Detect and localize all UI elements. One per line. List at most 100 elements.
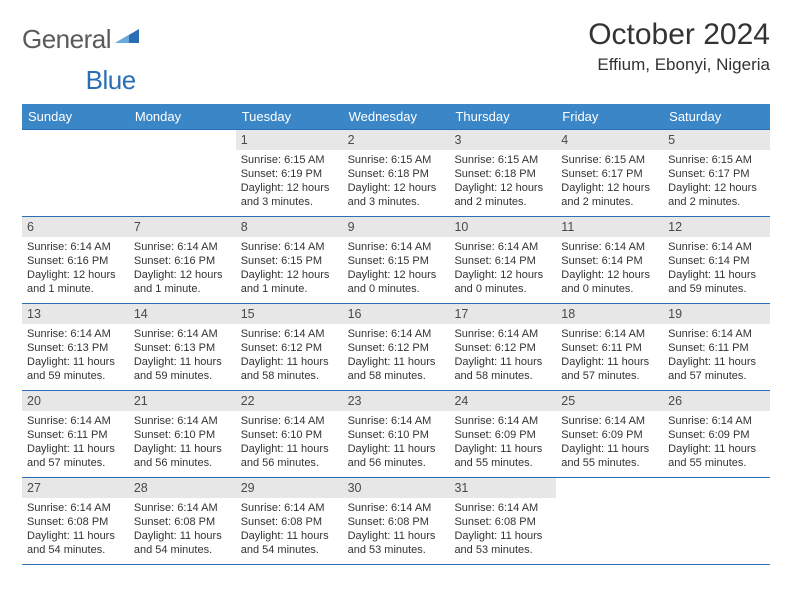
daylight-line: Daylight: 11 hours and 55 minutes. (561, 442, 658, 470)
daylight-line: Daylight: 11 hours and 56 minutes. (348, 442, 445, 470)
day-body: Sunrise: 6:14 AMSunset: 6:09 PMDaylight:… (556, 411, 663, 473)
sunrise-line: Sunrise: 6:14 AM (454, 327, 551, 341)
sunset-line: Sunset: 6:17 PM (561, 167, 658, 181)
day-number: 3 (449, 130, 556, 150)
day-number: 6 (22, 217, 129, 237)
sunset-line: Sunset: 6:14 PM (454, 254, 551, 268)
day-number: 22 (236, 391, 343, 411)
week-row: 13Sunrise: 6:14 AMSunset: 6:13 PMDayligh… (22, 303, 770, 390)
day-cell: 20Sunrise: 6:14 AMSunset: 6:11 PMDayligh… (22, 391, 129, 477)
day-body: Sunrise: 6:14 AMSunset: 6:16 PMDaylight:… (129, 237, 236, 299)
week-row: 27Sunrise: 6:14 AMSunset: 6:08 PMDayligh… (22, 477, 770, 565)
day-number: 11 (556, 217, 663, 237)
day-body: Sunrise: 6:15 AMSunset: 6:17 PMDaylight:… (556, 150, 663, 212)
sunrise-line: Sunrise: 6:14 AM (454, 240, 551, 254)
day-body: Sunrise: 6:15 AMSunset: 6:18 PMDaylight:… (343, 150, 450, 212)
daylight-line: Daylight: 11 hours and 54 minutes. (134, 529, 231, 557)
sunset-line: Sunset: 6:10 PM (241, 428, 338, 442)
sunset-line: Sunset: 6:11 PM (561, 341, 658, 355)
sunrise-line: Sunrise: 6:14 AM (27, 414, 124, 428)
day-number: 29 (236, 478, 343, 498)
sunset-line: Sunset: 6:18 PM (454, 167, 551, 181)
day-cell: 8Sunrise: 6:14 AMSunset: 6:15 PMDaylight… (236, 217, 343, 303)
sunrise-line: Sunrise: 6:15 AM (348, 153, 445, 167)
day-number: 21 (129, 391, 236, 411)
sunrise-line: Sunrise: 6:14 AM (668, 327, 765, 341)
day-cell: 5Sunrise: 6:15 AMSunset: 6:17 PMDaylight… (663, 130, 770, 216)
day-cell: 24Sunrise: 6:14 AMSunset: 6:09 PMDayligh… (449, 391, 556, 477)
daylight-line: Daylight: 11 hours and 54 minutes. (27, 529, 124, 557)
daylight-line: Daylight: 11 hours and 53 minutes. (348, 529, 445, 557)
sunrise-line: Sunrise: 6:14 AM (668, 414, 765, 428)
day-body: Sunrise: 6:14 AMSunset: 6:11 PMDaylight:… (663, 324, 770, 386)
day-number: 2 (343, 130, 450, 150)
day-body: Sunrise: 6:14 AMSunset: 6:09 PMDaylight:… (449, 411, 556, 473)
day-cell: 23Sunrise: 6:14 AMSunset: 6:10 PMDayligh… (343, 391, 450, 477)
day-number: 5 (663, 130, 770, 150)
daylight-line: Daylight: 11 hours and 58 minutes. (348, 355, 445, 383)
day-body: Sunrise: 6:15 AMSunset: 6:19 PMDaylight:… (236, 150, 343, 212)
day-body: Sunrise: 6:14 AMSunset: 6:10 PMDaylight:… (129, 411, 236, 473)
day-body: Sunrise: 6:14 AMSunset: 6:15 PMDaylight:… (236, 237, 343, 299)
day-number: 8 (236, 217, 343, 237)
dow-cell: Tuesday (236, 104, 343, 129)
sunset-line: Sunset: 6:10 PM (134, 428, 231, 442)
day-body: Sunrise: 6:14 AMSunset: 6:08 PMDaylight:… (236, 498, 343, 560)
sunrise-line: Sunrise: 6:14 AM (454, 414, 551, 428)
day-cell: 16Sunrise: 6:14 AMSunset: 6:12 PMDayligh… (343, 304, 450, 390)
sunrise-line: Sunrise: 6:14 AM (561, 414, 658, 428)
sunset-line: Sunset: 6:18 PM (348, 167, 445, 181)
dow-cell: Wednesday (343, 104, 450, 129)
dow-cell: Monday (129, 104, 236, 129)
day-cell: 11Sunrise: 6:14 AMSunset: 6:14 PMDayligh… (556, 217, 663, 303)
sunrise-line: Sunrise: 6:14 AM (454, 501, 551, 515)
daylight-line: Daylight: 12 hours and 3 minutes. (241, 181, 338, 209)
sunrise-line: Sunrise: 6:14 AM (27, 240, 124, 254)
day-cell (22, 130, 129, 216)
day-cell: 9Sunrise: 6:14 AMSunset: 6:15 PMDaylight… (343, 217, 450, 303)
day-cell: 13Sunrise: 6:14 AMSunset: 6:13 PMDayligh… (22, 304, 129, 390)
day-number: 19 (663, 304, 770, 324)
sunrise-line: Sunrise: 6:15 AM (668, 153, 765, 167)
day-number: 17 (449, 304, 556, 324)
sunrise-line: Sunrise: 6:15 AM (561, 153, 658, 167)
day-body: Sunrise: 6:14 AMSunset: 6:14 PMDaylight:… (449, 237, 556, 299)
day-cell: 29Sunrise: 6:14 AMSunset: 6:08 PMDayligh… (236, 478, 343, 564)
day-body: Sunrise: 6:14 AMSunset: 6:13 PMDaylight:… (22, 324, 129, 386)
sunrise-line: Sunrise: 6:14 AM (561, 240, 658, 254)
daylight-line: Daylight: 11 hours and 58 minutes. (454, 355, 551, 383)
day-cell: 26Sunrise: 6:14 AMSunset: 6:09 PMDayligh… (663, 391, 770, 477)
day-number: 9 (343, 217, 450, 237)
daylight-line: Daylight: 12 hours and 0 minutes. (454, 268, 551, 296)
sunrise-line: Sunrise: 6:15 AM (241, 153, 338, 167)
day-body: Sunrise: 6:14 AMSunset: 6:15 PMDaylight:… (343, 237, 450, 299)
sunset-line: Sunset: 6:08 PM (27, 515, 124, 529)
day-cell: 14Sunrise: 6:14 AMSunset: 6:13 PMDayligh… (129, 304, 236, 390)
logo-text-2: Blue (86, 65, 136, 96)
day-cell: 31Sunrise: 6:14 AMSunset: 6:08 PMDayligh… (449, 478, 556, 564)
sunset-line: Sunset: 6:12 PM (454, 341, 551, 355)
day-body: Sunrise: 6:14 AMSunset: 6:14 PMDaylight:… (556, 237, 663, 299)
sunrise-line: Sunrise: 6:14 AM (134, 501, 231, 515)
calendar-page: General October 2024 Effium, Ebonyi, Nig… (0, 0, 792, 583)
daylight-line: Daylight: 11 hours and 59 minutes. (134, 355, 231, 383)
daylight-line: Daylight: 12 hours and 2 minutes. (561, 181, 658, 209)
day-body: Sunrise: 6:14 AMSunset: 6:14 PMDaylight:… (663, 237, 770, 299)
daylight-line: Daylight: 11 hours and 55 minutes. (454, 442, 551, 470)
day-body: Sunrise: 6:14 AMSunset: 6:08 PMDaylight:… (22, 498, 129, 560)
daylight-line: Daylight: 11 hours and 56 minutes. (241, 442, 338, 470)
dow-cell: Saturday (663, 104, 770, 129)
sunrise-line: Sunrise: 6:14 AM (348, 327, 445, 341)
sunset-line: Sunset: 6:14 PM (668, 254, 765, 268)
day-body: Sunrise: 6:14 AMSunset: 6:10 PMDaylight:… (236, 411, 343, 473)
day-body: Sunrise: 6:14 AMSunset: 6:16 PMDaylight:… (22, 237, 129, 299)
week-row: 6Sunrise: 6:14 AMSunset: 6:16 PMDaylight… (22, 216, 770, 303)
sunrise-line: Sunrise: 6:14 AM (348, 240, 445, 254)
day-number: 28 (129, 478, 236, 498)
sunrise-line: Sunrise: 6:14 AM (241, 501, 338, 515)
sunrise-line: Sunrise: 6:14 AM (241, 414, 338, 428)
day-cell: 27Sunrise: 6:14 AMSunset: 6:08 PMDayligh… (22, 478, 129, 564)
day-cell: 12Sunrise: 6:14 AMSunset: 6:14 PMDayligh… (663, 217, 770, 303)
day-body: Sunrise: 6:14 AMSunset: 6:12 PMDaylight:… (449, 324, 556, 386)
day-cell: 7Sunrise: 6:14 AMSunset: 6:16 PMDaylight… (129, 217, 236, 303)
